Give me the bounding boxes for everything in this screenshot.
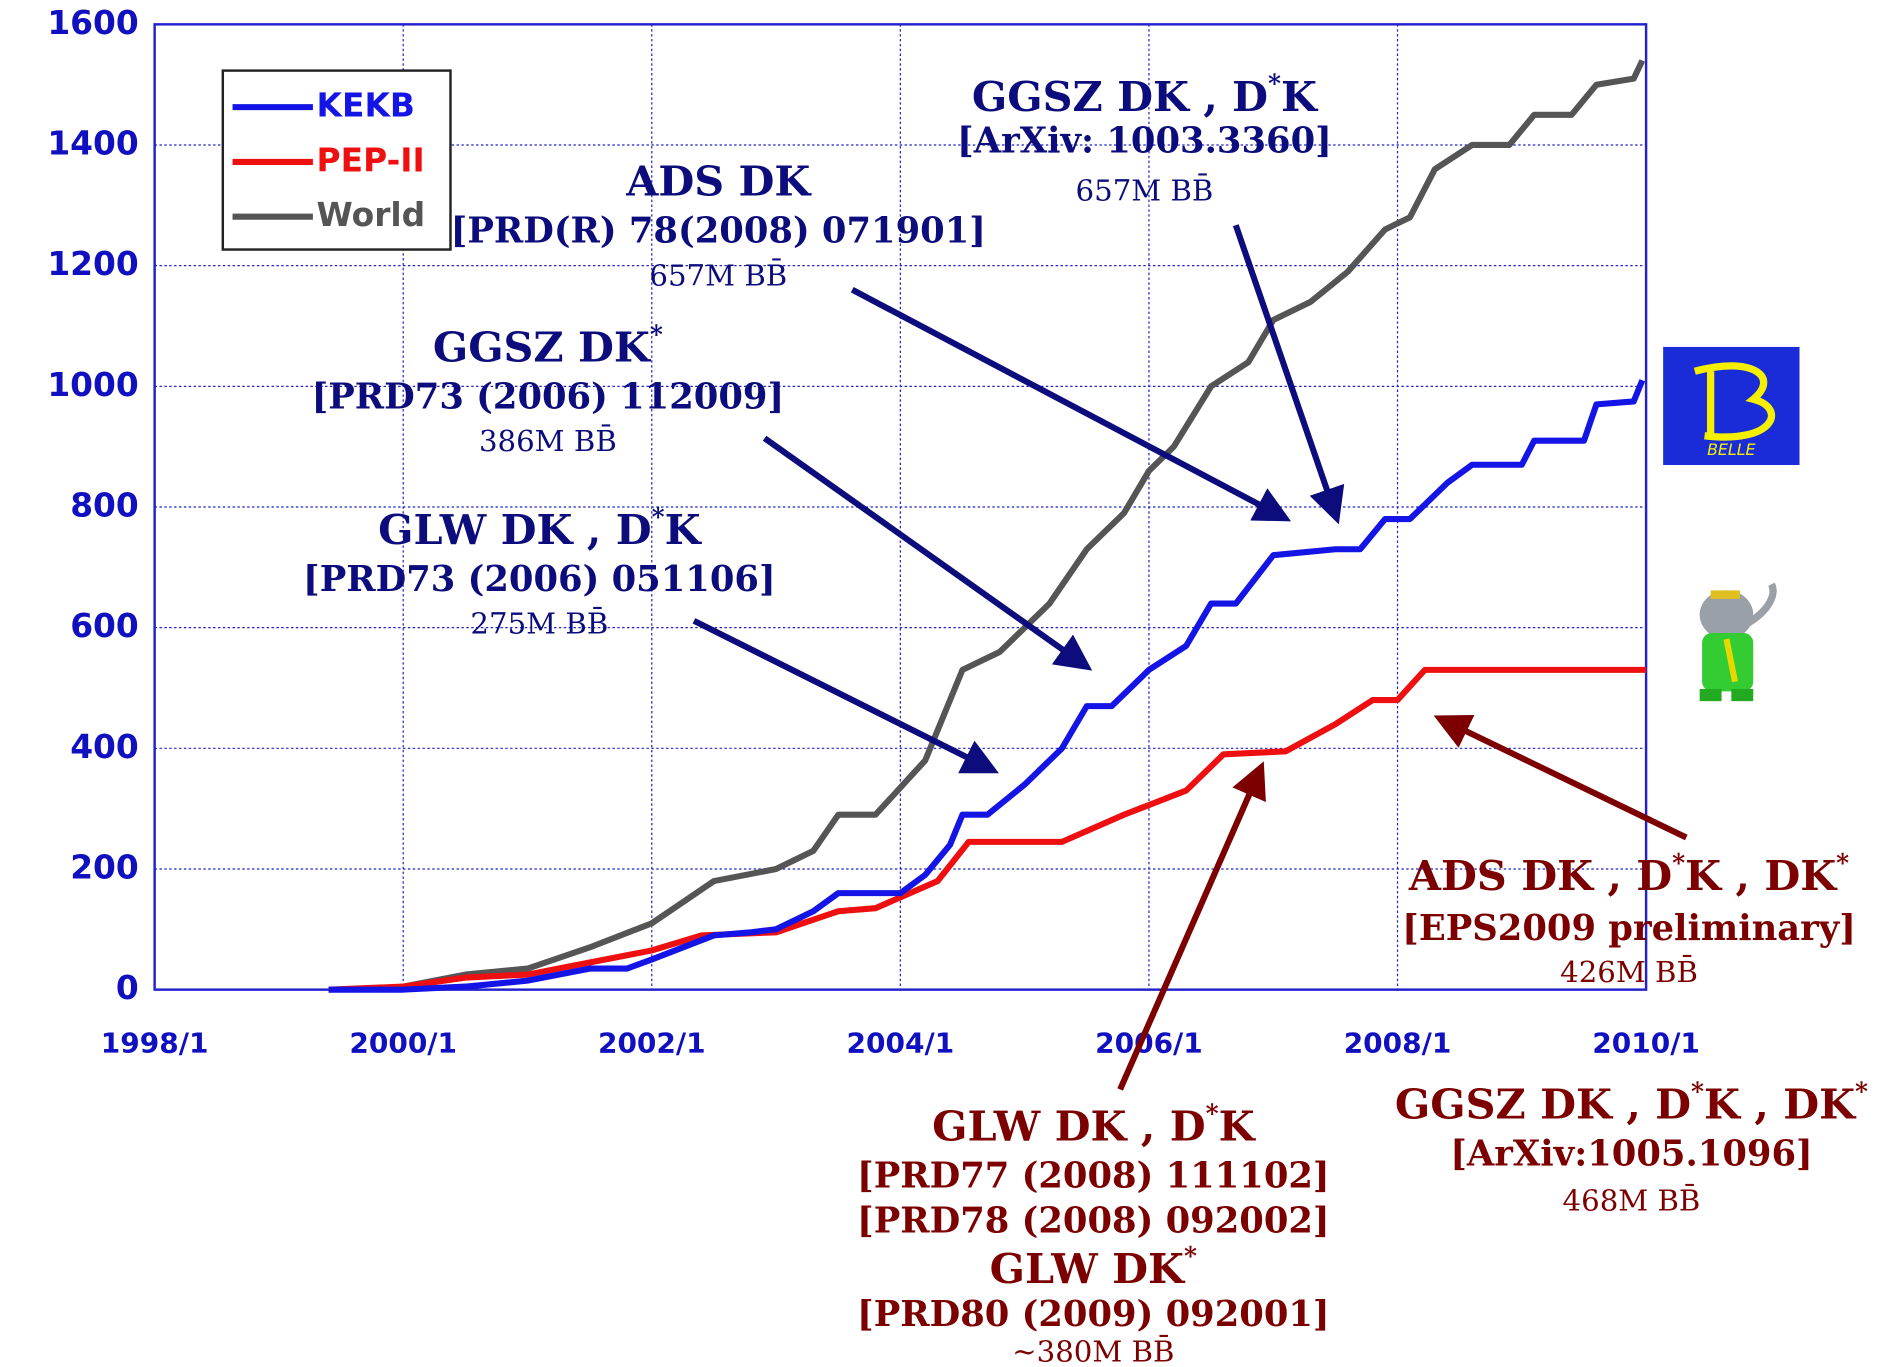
annotation-arrow [765,438,1088,667]
annotation-arrow [1439,718,1686,837]
legend-label: KEKB [317,86,415,125]
belle-logo: BELLE [1663,347,1799,465]
annotation-text: [PRD78 (2008) 092002] [857,1200,1330,1241]
y-tick-label: 1000 [47,365,138,404]
x-tick-label: 2010/1 [1592,1026,1700,1059]
annotation: GLW DK , D*K[PRD77 (2008) 111102][PRD78 … [857,767,1330,1367]
chart: BELLE 0 200 400 600 800 1000 1200 1400 1600 1998/… [0,0,1903,1367]
annotation-text: [PRD80 (2009) 092001] [857,1294,1330,1335]
annotation-text: GLW DK* [990,1241,1197,1293]
y-tick-label: 200 [70,847,139,886]
annotation: GGSZ DK* [PRD73 (2006) 112009] 386M BB̄ [312,319,1088,667]
x-tick-label: 2002/1 [598,1026,706,1059]
annotation: GGSZ DK , D*K[ArXiv: 1003.3360] 657M BB̄ [957,69,1337,519]
annotation: GGSZ DK , D*K , DK*[ArXiv:1005.1096] 468M… [1395,1077,1868,1218]
annotation-text: ADS DK [625,157,812,206]
page: {"chart_data": { "type": "line", "xlim":… [0,0,1903,1367]
annotation-text: [ArXiv:1005.1096] [1450,1133,1813,1174]
annotation-text: [EPS2009 preliminary] [1402,908,1856,949]
x-tick-label: 2000/1 [349,1026,457,1059]
annotation-text: 275M BB̄ [470,605,608,640]
annotation-text: 657M BB̄ [649,257,787,292]
annotation-text: 468M BB̄ [1563,1182,1701,1217]
x-tick-label: 2004/1 [847,1026,955,1059]
y-tick-label: 1600 [47,3,138,42]
annotation-text: GLW DK , D*K [932,1099,1256,1151]
legend-label: World [317,195,426,234]
y-tick-label: 400 [70,727,139,766]
annotation-text: ~380M BB̄ [1012,1333,1174,1367]
annotation: GLW DK , D*K [PRD73 (2006) 051106] 275M BB… [303,502,993,770]
y-tick-label: 800 [70,485,139,524]
annotation: ADS DK , D*K , DK* [EPS2009 preliminary] 4… [1402,718,1856,989]
annotation-text: GGSZ DK , D*K , DK* [1395,1077,1868,1129]
x-tick-label: 2008/1 [1344,1026,1452,1059]
elephant-icon [1700,584,1773,701]
y-tick-label: 0 [116,968,139,1007]
annotation-text: [PRD73 (2006) 051106] [303,559,776,600]
annotation-text: 657M BB̄ [1076,172,1214,207]
y-tick-label: 600 [70,606,139,645]
annotation-text: 426M BB̄ [1560,954,1698,989]
annotation-text: [PRD77 (2008) 111102] [857,1155,1330,1196]
annotation-text: ADS DK , D*K , DK* [1408,848,1849,900]
y-tick-label: 1400 [47,124,138,163]
annotation-text: GLW DK , D*K [378,502,702,554]
annotation-text: GGSZ DK* [433,319,663,371]
logo-text: BELLE [1707,440,1755,459]
annotation-text: 386M BB̄ [479,423,617,458]
x-tick-label: 1998/1 [101,1026,209,1059]
annotation-arrow [1236,225,1337,518]
annotation-arrow [852,290,1285,519]
annotation-text: [ArXiv: 1003.3360] [957,121,1332,162]
annotation-text: [PRD(R) 78(2008) 071901] [451,211,986,252]
legend-label: PEP-II [317,140,425,179]
annotation-text: GGSZ DK , D*K [972,69,1319,121]
legend: KEKB PEP-II World [223,71,451,250]
x-tick-label: 2006/1 [1095,1026,1203,1059]
y-tick-label: 1200 [47,244,138,283]
annotation-text: [PRD73 (2006) 112009] [312,376,785,417]
